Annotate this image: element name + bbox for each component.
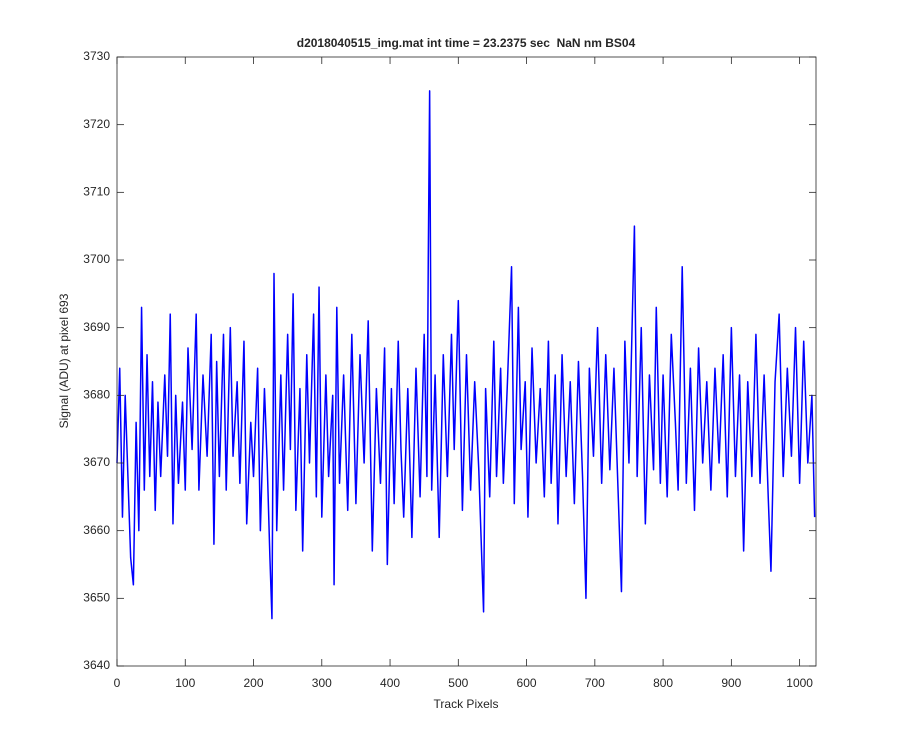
y-tick-label: 3730 (83, 49, 110, 63)
y-tick-label: 3690 (83, 320, 110, 334)
y-tick-label: 3680 (83, 388, 110, 402)
x-axis-label: Track Pixels (434, 697, 499, 711)
y-tick-label: 3640 (83, 658, 110, 672)
x-tick-label: 900 (721, 676, 741, 690)
x-tick-label: 200 (244, 676, 264, 690)
x-tick-label: 100 (175, 676, 195, 690)
y-tick-label: 3710 (83, 185, 110, 199)
x-tick-label: 600 (517, 676, 537, 690)
x-tick-label: 400 (380, 676, 400, 690)
x-tick-label: 300 (312, 676, 332, 690)
y-tick-label: 3720 (83, 117, 110, 131)
x-tick-label: 700 (585, 676, 605, 690)
x-tick-label: 1000 (786, 676, 813, 690)
x-tick-label: 800 (653, 676, 673, 690)
data-line (116, 90, 816, 620)
y-tick-label: 3660 (83, 523, 110, 537)
y-tick-label: 3670 (83, 455, 110, 469)
y-tick-label: 3700 (83, 252, 110, 266)
axes-box (116, 56, 817, 667)
x-tick-label: 500 (448, 676, 468, 690)
y-axis-label: Signal (ADU) at pixel 693 (57, 293, 71, 428)
y-tick-label: 3650 (83, 591, 110, 605)
chart-title: d2018040515_img.mat int time = 23.2375 s… (297, 36, 636, 50)
x-tick-label: 0 (114, 676, 121, 690)
